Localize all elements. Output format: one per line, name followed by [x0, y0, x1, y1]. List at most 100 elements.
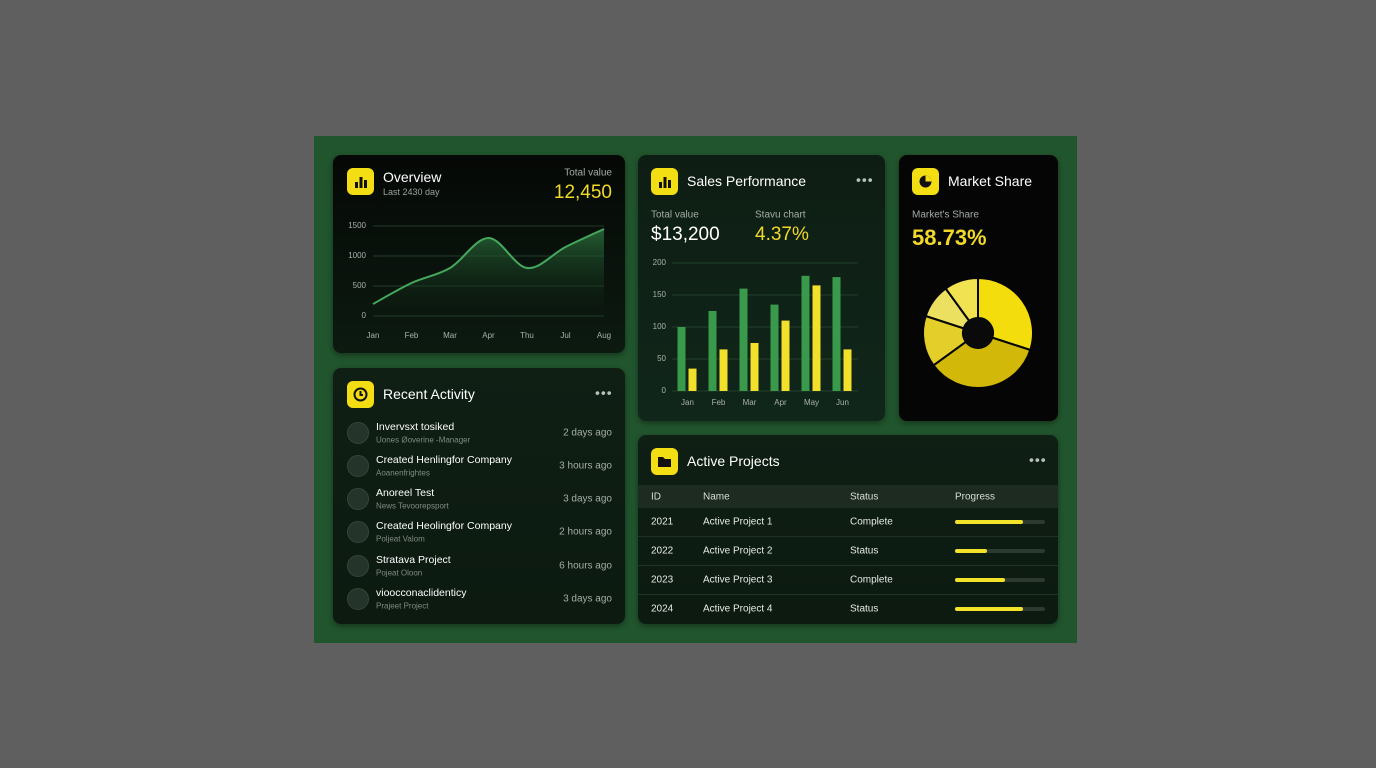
activity-card	[333, 368, 625, 624]
y-tick-label: 0	[662, 386, 667, 395]
y-tick-label: 50	[657, 354, 666, 363]
x-tick-label: Feb	[405, 331, 419, 340]
column-header: Name	[703, 491, 730, 503]
progress-track	[955, 607, 1045, 611]
sales-total-value: $13,200	[651, 224, 720, 245]
progress-fill	[955, 549, 987, 553]
activity-time: 2 hours ago	[559, 526, 612, 538]
pie-hole	[963, 318, 993, 348]
x-tick-label: Jan	[367, 331, 380, 340]
line-area	[373, 229, 604, 316]
column-header: Status	[850, 491, 879, 503]
table-header-row	[638, 485, 1058, 508]
bar	[750, 343, 759, 391]
activity-subtitle: Prajeet Project	[376, 601, 429, 611]
bar	[719, 349, 728, 391]
cell-name: Active Project 3	[703, 574, 773, 586]
projects-icon	[651, 448, 678, 475]
row-separator	[638, 565, 1058, 566]
x-tick-label: May	[804, 398, 819, 407]
activity-time: 3 days ago	[563, 493, 612, 505]
activity-title: Invervsxt tosiked	[376, 421, 455, 433]
menu-button[interactable]: •••	[595, 384, 613, 401]
cell-name: Active Project 1	[703, 516, 773, 528]
bar	[812, 285, 821, 391]
overview-subtitle: Last 2430 day	[383, 187, 440, 197]
y-tick-label: 100	[653, 322, 667, 331]
cell-id: 2024	[651, 603, 674, 615]
activity-subtitle: News Tevoorepsport	[376, 501, 449, 511]
sales-rate-value: 4.37%	[755, 224, 809, 245]
activity-title: vioocconaclidenticy	[376, 587, 467, 599]
market-title: Market Share	[948, 173, 1033, 189]
sales-icon	[651, 168, 678, 195]
activity-icon	[347, 488, 369, 510]
row-separator	[638, 594, 1058, 595]
market-label: Market's Share	[912, 209, 979, 221]
total-label: Total value	[564, 167, 612, 179]
market-icon	[912, 168, 939, 195]
bar	[843, 349, 852, 391]
progress-track	[955, 549, 1045, 553]
cell-status: Status	[850, 603, 879, 615]
activity-subtitle: Poljeat Valom	[376, 534, 425, 544]
activity-title: Created Henlingfor Company	[376, 454, 512, 466]
y-tick-label: 0	[362, 311, 367, 320]
bar	[832, 277, 841, 391]
progress-fill	[955, 520, 1023, 524]
y-tick-label: 1500	[348, 221, 366, 230]
activity-title: Stratava Project	[376, 554, 451, 566]
x-tick-label: Jan	[681, 398, 694, 407]
market-value: 58.73%	[912, 225, 987, 250]
activity-icon	[347, 381, 374, 408]
cell-status: Complete	[850, 574, 893, 586]
bar	[781, 320, 790, 391]
y-tick-label: 200	[653, 258, 667, 267]
x-tick-label: Mar	[743, 398, 757, 407]
x-tick-label: Jul	[560, 331, 570, 340]
overview-title: Overview	[383, 169, 442, 185]
market-chart	[922, 276, 1034, 389]
progress-track	[955, 578, 1045, 582]
cell-name: Active Project 2	[703, 545, 773, 557]
activity-time: 2 days ago	[563, 427, 612, 439]
activity-icon	[347, 555, 369, 577]
progress-fill	[955, 578, 1005, 582]
cell-id: 2023	[651, 574, 674, 586]
activity-icon	[347, 588, 369, 610]
activity-time: 6 hours ago	[559, 560, 612, 572]
bar	[688, 368, 697, 391]
x-tick-label: Thu	[520, 331, 534, 340]
activity-subtitle: Pojeat Oloon	[376, 568, 423, 578]
bar	[770, 304, 779, 391]
sales-rate-label: Stavu chart	[755, 209, 806, 221]
progress-fill	[955, 607, 1023, 611]
activity-title: Anoreel Test	[376, 487, 435, 499]
activity-subtitle: Uones Øoverine -Manager	[376, 435, 471, 445]
cell-id: 2022	[651, 545, 674, 557]
overview-icon	[347, 168, 374, 195]
activity-time: 3 days ago	[563, 593, 612, 605]
activity-icon	[347, 455, 369, 477]
y-tick-label: 500	[353, 281, 367, 290]
menu-button[interactable]: •••	[856, 171, 874, 188]
sales-title: Sales Performance	[687, 173, 807, 189]
x-tick-label: Feb	[712, 398, 726, 407]
projects-card	[638, 435, 1058, 624]
projects-title: Active Projects	[687, 453, 780, 469]
x-tick-label: Jun	[836, 398, 849, 407]
bar	[801, 275, 810, 391]
cell-status: Complete	[850, 516, 893, 528]
activity-time: 3 hours ago	[559, 460, 612, 472]
sales-total-label: Total value	[651, 209, 699, 221]
activity-icon	[347, 521, 369, 543]
activity-icon	[347, 422, 369, 444]
x-tick-label: Aug	[597, 331, 611, 340]
progress-track	[955, 520, 1045, 524]
row-separator	[638, 536, 1058, 537]
x-tick-label: Mar	[443, 331, 457, 340]
bar	[708, 311, 717, 391]
menu-button[interactable]: •••	[1029, 451, 1047, 468]
x-tick-label: Apr	[774, 398, 787, 407]
